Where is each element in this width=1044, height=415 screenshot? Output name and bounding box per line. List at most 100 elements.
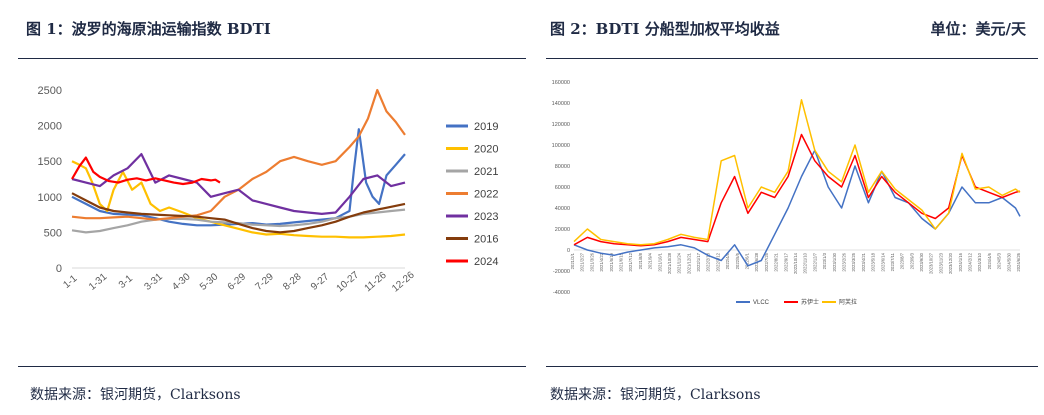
x-tick-label-2022-9-17: 2022/9/17 xyxy=(783,252,788,271)
x-tick-label-2021-2-27: 2021/2/27 xyxy=(580,252,585,271)
series-line-2022 xyxy=(71,88,406,221)
y-tick-label-2000: 2000 xyxy=(38,121,62,133)
x-tick-label-2021-9-4: 2021/9/4 xyxy=(648,252,653,269)
y-tick-label-500: 500 xyxy=(44,227,62,239)
legend-label-1: VLCC xyxy=(753,300,770,306)
x-tick-label-2022-3-12: 2022/3/12 xyxy=(715,252,720,271)
y-tick-label-140000: 140000 xyxy=(552,101,570,107)
x-tick-label-2021-11-24: 2021/11/24 xyxy=(677,252,682,273)
x-tick-label-10-27: 10-27 xyxy=(335,269,362,294)
x-tick-label-2022-10-14: 2022/10/14 xyxy=(793,252,798,274)
series-line-v xyxy=(573,99,1021,246)
x-tick-label-1-31: 1-31 xyxy=(87,271,110,293)
x-tick-label-2023-1-3: 2023/1/3 xyxy=(822,252,827,269)
x-tick-label-2023-6-14: 2023/6/14 xyxy=(880,252,885,271)
x-tick-label-2021-12-21: 2021/12/21 xyxy=(686,252,691,274)
x-tick-label-2024-5-3: 2024/5/3 xyxy=(997,252,1002,269)
x-tick-label-2023-4-21: 2023/4/21 xyxy=(861,252,866,271)
x-tick-label-7-29: 7-29 xyxy=(253,271,276,293)
x-tick-label-9-27: 9-27 xyxy=(309,271,332,293)
legend-label-2019: 2019 xyxy=(474,121,498,133)
top-rule xyxy=(546,58,1038,59)
x-tick-label-2021-4-22: 2021/4/22 xyxy=(599,252,604,271)
x-tick-label-2022-11-10: 2022/11/10 xyxy=(803,252,808,273)
vessel-earnings-chart: -40000 -20000 0 20000 40000 60000 80000 100000 1… xyxy=(552,80,1021,306)
x-tick-label-2021-3-26: 2021/3/26 xyxy=(589,252,594,271)
legend-label-2: 苏伊士 xyxy=(801,298,819,306)
x-tick-label-5-30: 5-30 xyxy=(198,271,221,293)
x-tick-label-3-31: 3-31 xyxy=(142,271,165,293)
x-tick-label-2022-8-21: 2022/8/21 xyxy=(774,252,779,271)
x-tick-label-2021-10-28: 2021/10/28 xyxy=(667,252,672,274)
x-tick-label-2022-5-5: 2022/5/5 xyxy=(735,252,740,269)
x-tick-label-2023-12-20: 2023/12/20 xyxy=(948,252,953,274)
source-note: 数据来源：银河期货，Clarksons xyxy=(30,387,241,403)
x-tick-label-2023-11-23: 2023/11/23 xyxy=(938,252,943,273)
x-tick-label-3-1: 3-1 xyxy=(117,273,135,291)
x-tick-label-2024-6-26: 2024/6/26 xyxy=(1016,252,1021,271)
x-tick-label-2022-12-7: 2022/12/7 xyxy=(812,252,817,271)
y-tick-label-60000: 60000 xyxy=(555,185,570,191)
x-tick-label-2021-5-19: 2021/5/19 xyxy=(609,252,614,271)
x-tick-label-2021-8-8: 2021/8/8 xyxy=(638,252,643,269)
legend-label-2020: 2020 xyxy=(474,144,498,156)
legend-label-2016: 2016 xyxy=(474,234,498,246)
series-line-2016 xyxy=(71,192,406,234)
y-tick-label-1000: 1000 xyxy=(38,192,62,204)
x-tick-label-2022-1-17: 2022/1/17 xyxy=(696,252,701,271)
unit-label: 单位：美元/天 xyxy=(930,20,1026,38)
y-tick-label-2500: 2500 xyxy=(38,85,62,97)
x-tick-label-8-28: 8-28 xyxy=(281,271,304,293)
x-tick-label-2022-6-1: 2022/6/1 xyxy=(745,252,750,269)
x-tick-label-2024-2-12: 2024/2/12 xyxy=(968,252,973,271)
y-tick-label-100000: 100000 xyxy=(552,143,570,149)
bdti-index-chart: 0 500 1000 1500 2000 2500 1-1 1-31 3-1 3-31 4-30 5-… xyxy=(38,85,499,295)
x-tick-label-2021-10-1: 2021/10/1 xyxy=(657,252,662,271)
x-tick-label-1-1: 1-1 xyxy=(61,273,79,291)
x-tick-label-2022-7-25: 2022/7/25 xyxy=(764,252,769,271)
series-line-2024 xyxy=(71,156,221,186)
y-tick-label-160000: 160000 xyxy=(552,80,570,86)
x-tick-label-2022-2-13: 2022/2/13 xyxy=(706,252,711,271)
bottom-rule xyxy=(546,366,1038,367)
x-tick-label-2023-10-27: 2023/10/27 xyxy=(929,252,934,274)
source-note: 数据来源：银河期货，Clarksons xyxy=(550,387,761,403)
x-tick-label-12-26: 12-26 xyxy=(390,269,417,294)
x-tick-label-2022-4-8: 2022/4/8 xyxy=(725,252,730,269)
y-tick-label-20000: 20000 xyxy=(555,227,570,233)
legend-label-2023: 2023 xyxy=(474,211,498,223)
x-tick-label-2023-2-26: 2023/2/26 xyxy=(841,252,846,271)
y-tick-label-1500: 1500 xyxy=(38,156,62,168)
x-tick-label-2023-1-30: 2023/1/30 xyxy=(832,252,837,271)
x-tick-label-2023-8-7: 2023/8/7 xyxy=(900,252,905,269)
y-tick-label-40000: -40000 xyxy=(553,290,570,296)
left-panel: 图 1：波罗的海原油运输指数 BDTI 0 500 1000 1500 2000 2500… xyxy=(18,20,526,403)
x-tick-label-2023-9-30: 2023/9/30 xyxy=(919,252,924,271)
series-line-2023 xyxy=(71,152,406,215)
y-tick-label-20000: -20000 xyxy=(553,269,570,275)
legend-label-2022: 2022 xyxy=(474,189,498,201)
x-tick-label-2021-7-12: 2021/7/12 xyxy=(628,252,633,271)
x-tick-label-2023-3-25: 2023/3/25 xyxy=(851,252,856,271)
x-tick-label-2023-5-18: 2023/5/18 xyxy=(871,252,876,271)
x-tick-label-11-26: 11-26 xyxy=(363,270,389,295)
series-line-VLCC xyxy=(573,149,1021,267)
bottom-rule xyxy=(18,366,526,367)
y-tick-label-80000: 80000 xyxy=(555,164,570,170)
x-tick-label-2023-7-11: 2023/7/11 xyxy=(890,252,895,271)
y-tick-label-0: 0 xyxy=(567,248,570,254)
right-panel: 图 2：BDTI 分船型加权平均收益 单位：美元/天 -40000 -20000 0… xyxy=(540,0,1044,415)
x-tick-label-2021-2-1: 2021/2/1 xyxy=(570,252,575,269)
x-tick-label-2021-6-15: 2021/6/15 xyxy=(618,252,623,271)
x-tick-label-2024-1-16: 2024/1/16 xyxy=(958,252,963,271)
legend-label-2021: 2021 xyxy=(474,166,498,178)
figure-2-title: 图 2：BDTI 分船型加权平均收益 xyxy=(550,20,780,38)
x-tick-label-2024-4-6: 2024/4/6 xyxy=(987,252,992,269)
y-tick-label-120000: 120000 xyxy=(552,122,570,128)
y-tick-label-0: 0 xyxy=(56,263,62,275)
y-tick-label-40000: 40000 xyxy=(555,206,570,212)
top-rule xyxy=(18,58,526,59)
x-tick-label-4-30: 4-30 xyxy=(170,271,193,293)
legend-label-3: 阿芙拉 xyxy=(839,298,857,306)
x-tick-label-2024-3-10: 2024/3/10 xyxy=(977,252,982,271)
